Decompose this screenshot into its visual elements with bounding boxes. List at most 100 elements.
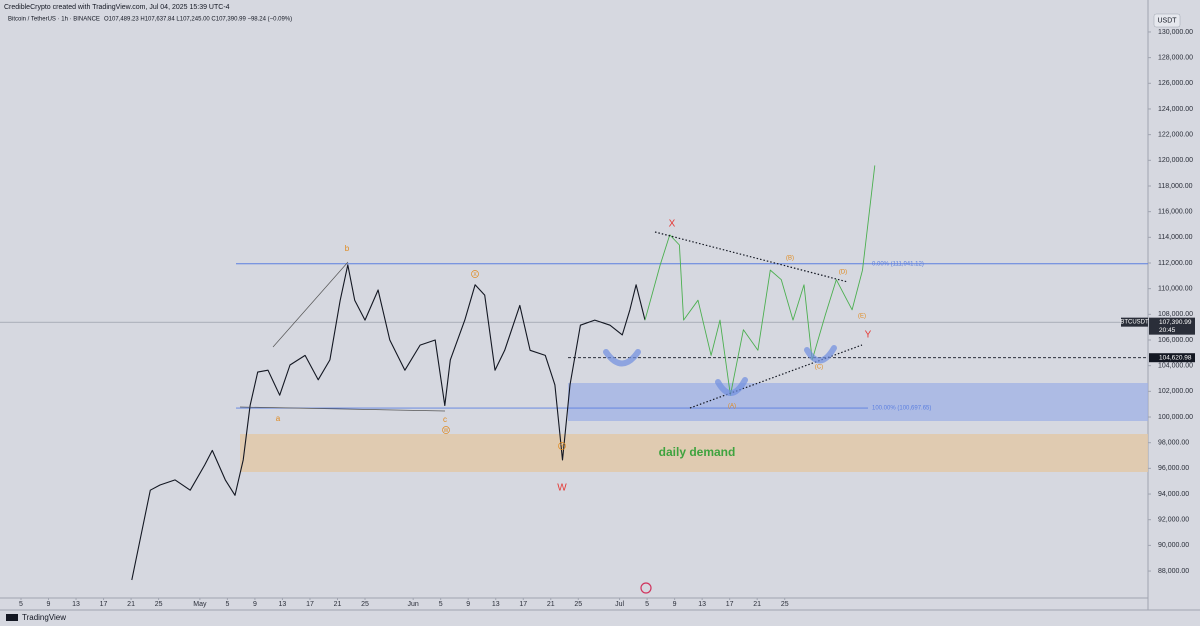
header: CredibleCrypto created with TradingView.… bbox=[4, 4, 230, 11]
x-tick-label: 13 bbox=[279, 601, 287, 608]
currency-box[interactable] bbox=[1153, 13, 1181, 28]
wave-label: W bbox=[557, 483, 567, 494]
x-tick-label: 21 bbox=[334, 601, 342, 608]
symbol-tag bbox=[1121, 317, 1148, 327]
x-tick-label: 25 bbox=[781, 601, 789, 608]
y-tick-label: 116,000.00 bbox=[1158, 208, 1193, 215]
y-tick-label: 124,000.00 bbox=[1158, 106, 1193, 113]
x-tick-label: 5 bbox=[225, 601, 229, 608]
x-tick-label: 17 bbox=[100, 601, 108, 608]
wave-label: (D) bbox=[839, 270, 847, 276]
ohlc: O107,489.23 H107,637.84 L107,245.00 C107… bbox=[104, 17, 292, 23]
y-tick-label: 114,000.00 bbox=[1158, 234, 1193, 241]
x-tick-label: 25 bbox=[574, 601, 582, 608]
y-tick-label: 126,000.00 bbox=[1158, 80, 1193, 87]
wave-label: X bbox=[473, 272, 477, 278]
fib-label: 0.00% (111,941.12) bbox=[872, 261, 924, 267]
arc bbox=[715, 377, 748, 396]
y-tick-label: 94,000.00 bbox=[1158, 491, 1189, 498]
x-tick-label: 21 bbox=[753, 601, 761, 608]
drawings bbox=[239, 231, 863, 594]
x-tick-label: Jul bbox=[615, 601, 624, 608]
x-tick-label: 17 bbox=[726, 601, 734, 608]
symbol: Bitcoin / TetherUS · 1h · BINANCE bbox=[8, 17, 100, 23]
x-tick-label: 13 bbox=[698, 601, 706, 608]
wave-label: a bbox=[276, 414, 281, 423]
wave-circle bbox=[471, 270, 479, 278]
y-tick-label: 104,000.00 bbox=[1158, 363, 1193, 370]
price-tag-time: 20:45 bbox=[1159, 327, 1176, 334]
wave-label: Y bbox=[865, 330, 872, 341]
arc bbox=[603, 349, 641, 367]
x-tick-label: 9 bbox=[466, 601, 470, 608]
x-tick-label: 17 bbox=[306, 601, 314, 608]
wave-label: Y bbox=[560, 444, 564, 450]
x-tick-label: 13 bbox=[492, 601, 500, 608]
x-tick-label: 9 bbox=[47, 601, 51, 608]
x-tick-label: 9 bbox=[673, 601, 677, 608]
event-icon[interactable] bbox=[640, 582, 652, 594]
y-tick-label: 128,000.00 bbox=[1158, 54, 1193, 61]
x-tick-label: May bbox=[193, 601, 207, 608]
wave-circle bbox=[442, 426, 450, 434]
wave-label: b bbox=[345, 244, 350, 253]
wave-label: (C) bbox=[815, 365, 823, 371]
projection-line bbox=[644, 165, 876, 396]
x-tick-label: 9 bbox=[253, 601, 257, 608]
wave-label: (E) bbox=[858, 314, 866, 320]
y-tick-label: 106,000.00 bbox=[1158, 337, 1193, 344]
x-tick-label: 17 bbox=[519, 601, 527, 608]
footer: TradingView bbox=[22, 613, 66, 622]
arc bbox=[804, 345, 837, 364]
x-tick-label: 5 bbox=[439, 601, 443, 608]
price-tag bbox=[1149, 317, 1195, 335]
y-tick-label: 118,000.00 bbox=[1158, 183, 1193, 190]
y-tick-label: 112,000.00 bbox=[1158, 260, 1193, 267]
x-tick-label: 5 bbox=[645, 601, 649, 608]
y-tick-label: 110,000.00 bbox=[1158, 286, 1193, 293]
wave-label: (B) bbox=[786, 256, 794, 262]
zones bbox=[240, 383, 1148, 472]
y-tick-label: 122,000.00 bbox=[1158, 131, 1193, 138]
demand-zone bbox=[240, 434, 1148, 472]
y-tick-label: 102,000.00 bbox=[1158, 388, 1193, 395]
x-tick-label: 25 bbox=[155, 601, 163, 608]
logo bbox=[6, 614, 18, 621]
y-tick-label: 90,000.00 bbox=[1158, 542, 1189, 549]
x-tick-label: 13 bbox=[72, 601, 80, 608]
fib-label: 100.00% (100,697.65) bbox=[872, 406, 931, 412]
dotted-line bbox=[689, 344, 863, 409]
blue-zone bbox=[568, 383, 1148, 421]
y-tick-label: 98,000.00 bbox=[1158, 440, 1189, 447]
y-tick-label: 96,000.00 bbox=[1158, 465, 1189, 472]
y-tick-label: 108,000.00 bbox=[1158, 311, 1193, 318]
y-tick-label: 120,000.00 bbox=[1158, 157, 1193, 164]
level-tag-label: 104,620.98 bbox=[1159, 354, 1192, 361]
trend-line bbox=[239, 406, 446, 412]
x-tick-label: 5 bbox=[19, 601, 23, 608]
y-tick-label: 100,000.00 bbox=[1158, 414, 1193, 421]
x-tick-label: 25 bbox=[361, 601, 369, 608]
wave-label: (A) bbox=[728, 404, 736, 410]
x-tick-label: 21 bbox=[547, 601, 555, 608]
annotations: daily demand b a c W X Y W X Y (A) (B) (… bbox=[276, 219, 872, 494]
y-tick-label: 130,000.00 bbox=[1158, 29, 1193, 36]
symbol-tag-label: BTCUSDT bbox=[1120, 320, 1149, 326]
price-tag-label: 107,390.99 bbox=[1159, 319, 1192, 326]
wave-label: c bbox=[443, 415, 447, 424]
wave-label: X bbox=[669, 219, 676, 230]
currency: USDT bbox=[1157, 17, 1177, 24]
x-tick-label: Jun bbox=[408, 601, 419, 608]
trend-line bbox=[272, 261, 349, 348]
x-tick-label: 21 bbox=[127, 601, 135, 608]
plot: 0.00% (111,941.12) 100.00% (100,697.65) bbox=[0, 165, 1148, 581]
y-tick-label: 88,000.00 bbox=[1158, 568, 1189, 575]
price-line bbox=[131, 264, 646, 581]
wave-circle bbox=[558, 442, 566, 450]
wave-label: W bbox=[444, 428, 449, 434]
level-tag bbox=[1149, 353, 1195, 363]
zone-label: daily demand bbox=[659, 445, 736, 459]
y-tick-label: 92,000.00 bbox=[1158, 517, 1189, 524]
